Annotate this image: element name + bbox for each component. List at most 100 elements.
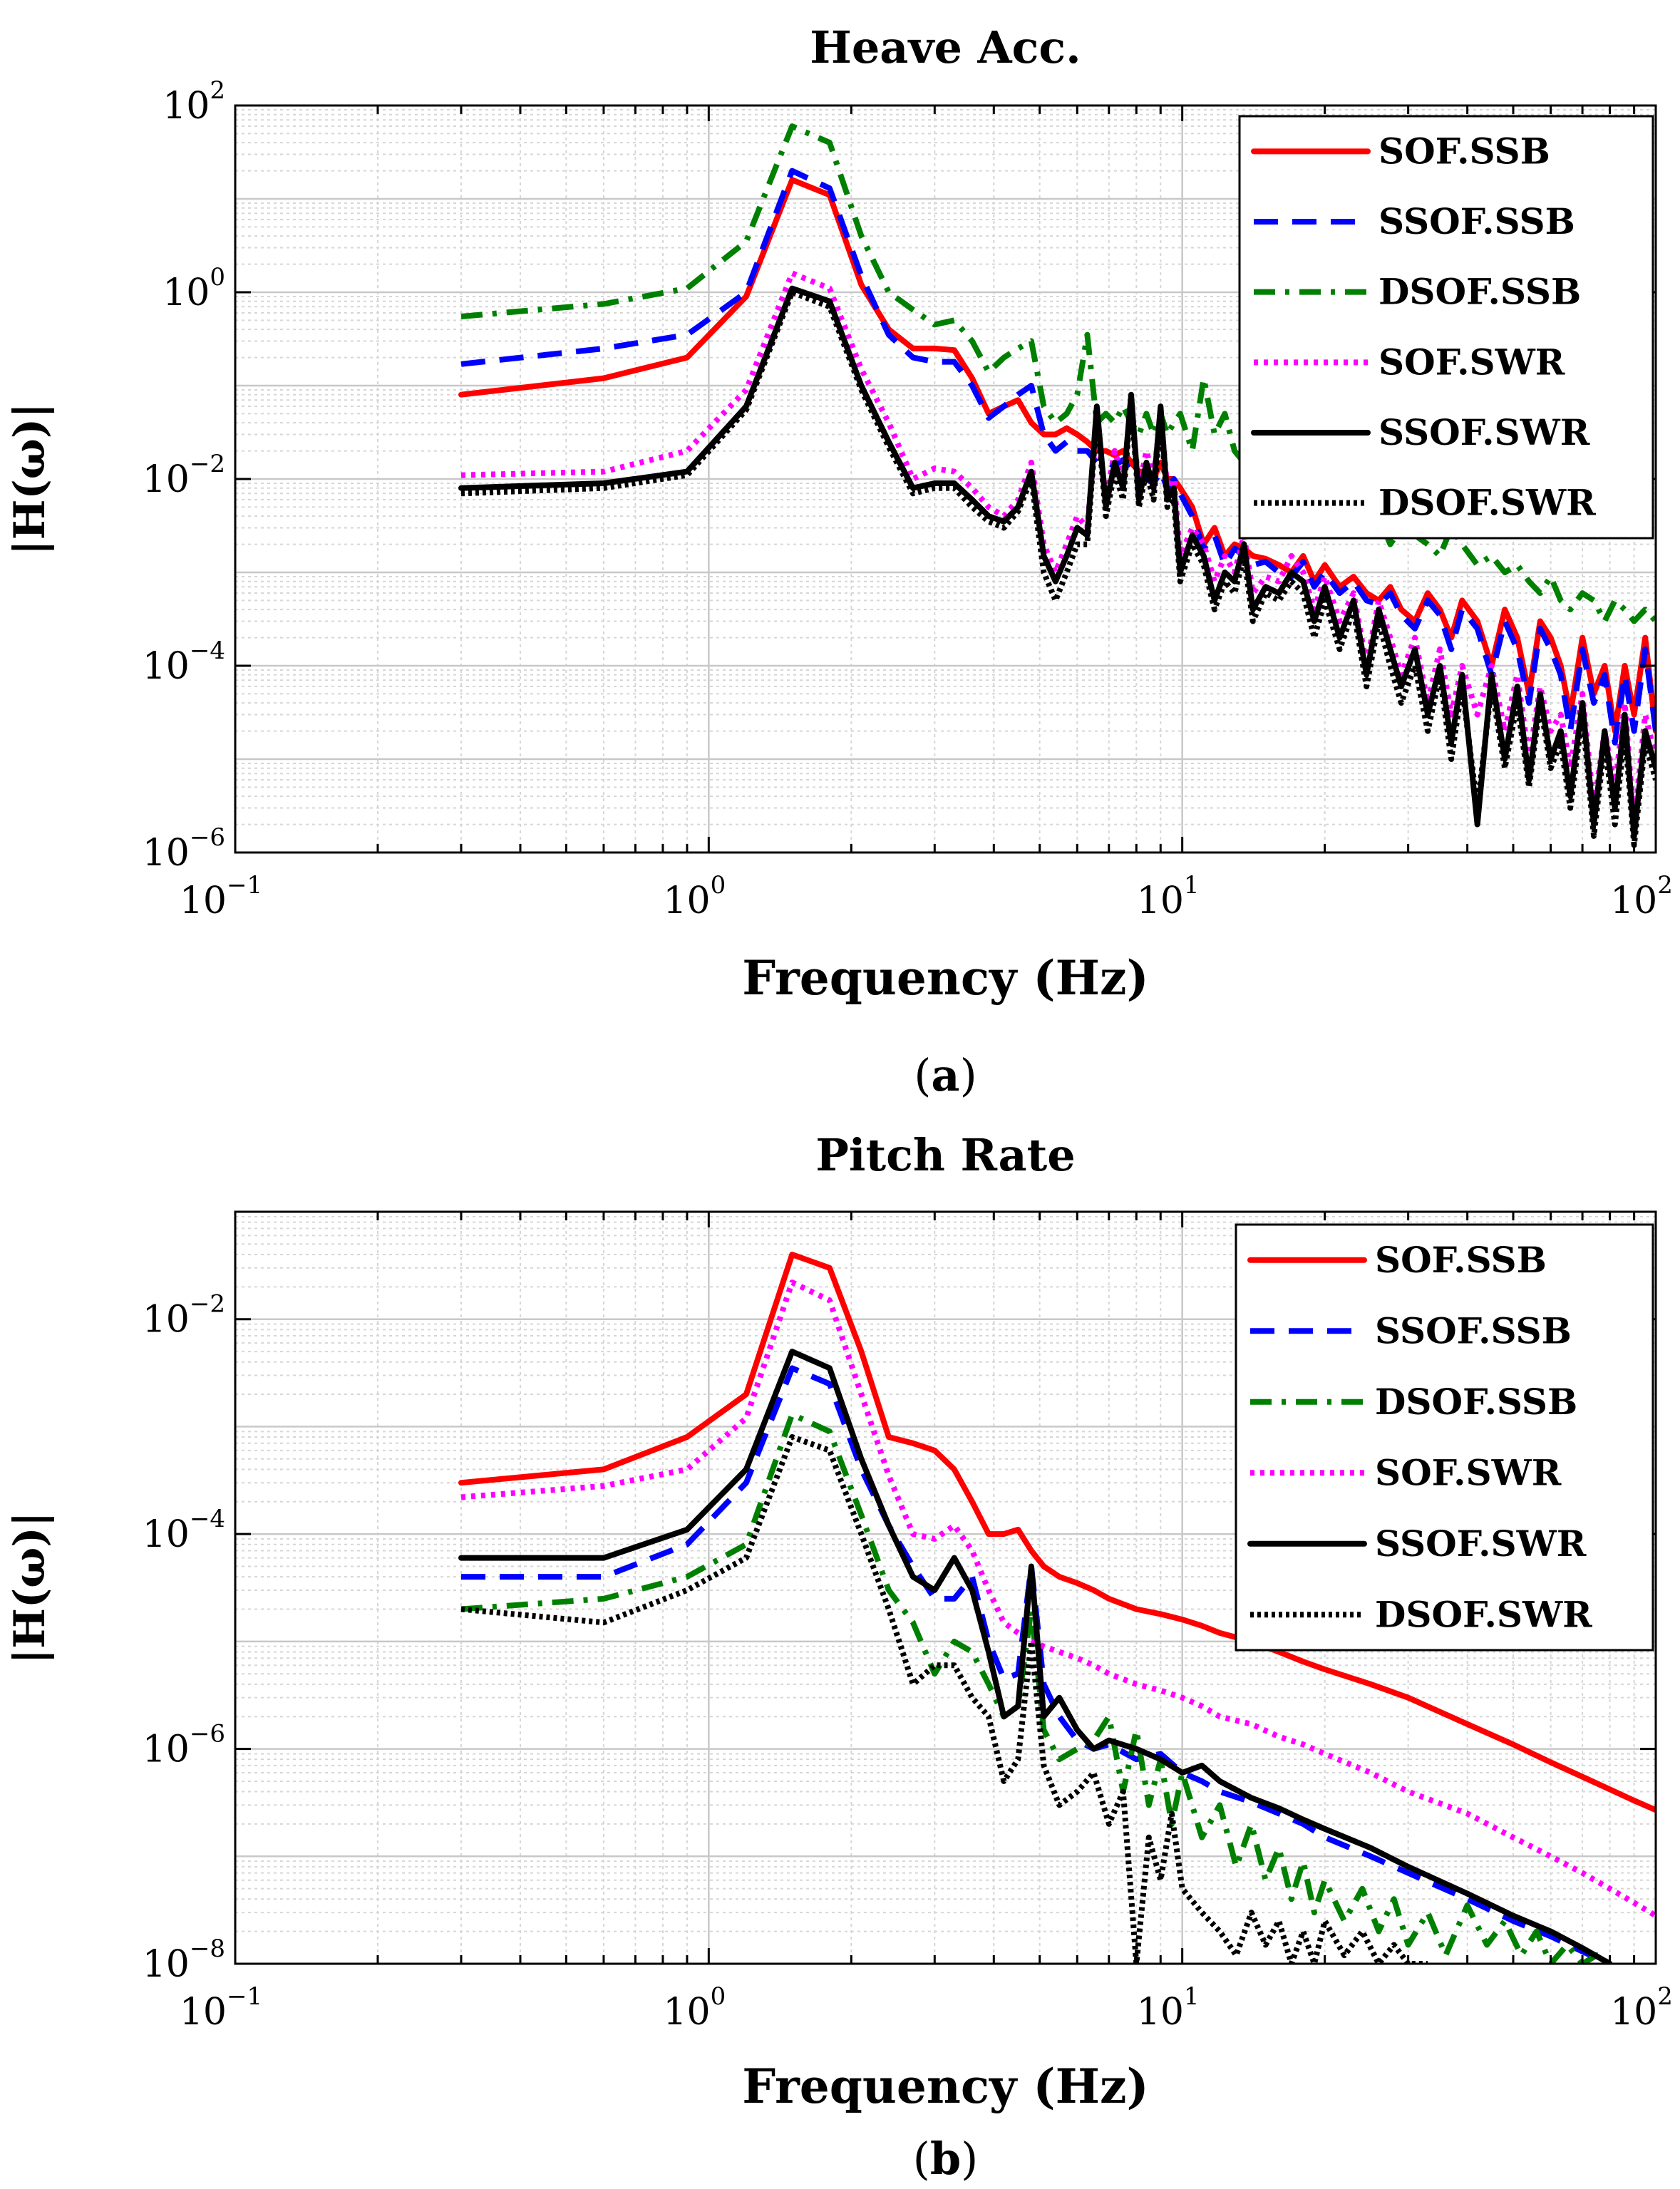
x-tick-label: 102	[1610, 871, 1673, 922]
legend-item: SSOF.SSB	[1250, 1309, 1572, 1351]
y-tick-exponent: −4	[190, 637, 225, 665]
y-tick-mantissa: 10	[143, 832, 190, 875]
chart-title: Pitch Rate	[815, 1129, 1075, 1181]
y-tick-label: 102	[163, 76, 225, 128]
y-tick-exponent: −6	[190, 823, 225, 852]
legend: SOF.SSB SSOF.SSB DSOF.SSB SOF.SWR SSOF.SWR DS…	[1238, 115, 1654, 540]
panel-caption: (a)	[914, 1049, 977, 1101]
y-axis-label: |H(ω)|	[5, 403, 55, 555]
series-line-dsof-swr	[460, 289, 1656, 848]
legend-item: SSOF.SWR	[1251, 411, 1590, 453]
x-tick-exponent: 1	[1184, 871, 1200, 900]
legend-item: SOF.SWR	[1254, 341, 1565, 383]
legend-label: SSOF.SWR	[1378, 411, 1590, 453]
series-line-ssof-swr	[458, 285, 1656, 839]
x-tick-mantissa: 10	[1610, 1991, 1657, 2034]
legend-item: SOF.SWR	[1250, 1451, 1562, 1493]
y-tick-label: 10−2	[143, 450, 225, 501]
y-tick-exponent: 2	[210, 76, 225, 105]
y-tick-exponent: −8	[190, 1935, 225, 1963]
x-tick-label: 101	[1137, 1982, 1200, 2034]
x-tick-label: 100	[663, 871, 726, 922]
x-tick-exponent: 2	[1657, 871, 1673, 900]
legend-item: SOF.SSB	[1251, 130, 1550, 172]
legend-label: SOF.SSB	[1378, 130, 1550, 172]
legend-box	[1238, 115, 1654, 540]
caption-close-paren: )	[960, 1049, 977, 1101]
legend-item: DSOF.SWR	[1250, 1593, 1592, 1635]
series-line-ssof-swr	[458, 1349, 1613, 1964]
y-tick-mantissa: 10	[163, 85, 210, 128]
y-tick-label: 10−6	[143, 823, 225, 875]
series-lines	[458, 1252, 1656, 1964]
legend-item: DSOF.SSB	[1250, 1381, 1577, 1423]
chart-title: Heave Acc.	[810, 21, 1081, 73]
y-tick-mantissa: 10	[143, 1943, 190, 1986]
y-tick-mantissa: 10	[143, 1299, 190, 1341]
legend-label: SSOF.SSB	[1375, 1309, 1572, 1351]
x-tick-exponent: −1	[227, 871, 262, 900]
legend-label: DSOF.SWR	[1375, 1593, 1592, 1635]
x-tick-exponent: 1	[1184, 1982, 1200, 2011]
legend-item: SOF.SSB	[1247, 1239, 1547, 1281]
legend-item: SSOF.SWR	[1247, 1523, 1587, 1565]
caption-open-paren: (	[913, 2133, 930, 2185]
x-tick-mantissa: 10	[663, 1991, 710, 2034]
series-line-ssof-ssb	[460, 168, 1656, 746]
y-tick-label: 10−8	[143, 1935, 225, 1986]
legend-label: SOF.SSB	[1375, 1239, 1547, 1281]
y-tick-exponent: −6	[190, 1720, 225, 1748]
x-tick-mantissa: 10	[1137, 1991, 1184, 2034]
x-tick-mantissa: 10	[663, 880, 710, 922]
y-tick-label: 10−4	[143, 637, 225, 688]
series-line-sof-ssb	[458, 1252, 1656, 1813]
legend-label: SOF.SWR	[1378, 341, 1565, 383]
y-tick-mantissa: 10	[143, 645, 190, 688]
y-tick-exponent: −4	[190, 1505, 225, 1533]
legend-label: DSOF.SWR	[1378, 482, 1596, 524]
x-tick-mantissa: 10	[180, 880, 227, 922]
y-tick-label: 10−2	[143, 1290, 225, 1341]
legend-item: DSOF.SWR	[1254, 482, 1596, 524]
x-tick-exponent: 0	[711, 871, 726, 900]
legend: SOF.SSB SSOF.SSB DSOF.SSB SOF.SWR SSOF.SWR DS…	[1235, 1223, 1654, 1652]
legend-item: SSOF.SSB	[1254, 200, 1575, 242]
y-tick-label: 10−6	[143, 1720, 225, 1771]
caption-close-paren: )	[961, 2133, 978, 2185]
x-tick-exponent: −1	[227, 1982, 262, 2011]
y-tick-exponent: 0	[210, 263, 225, 292]
legend-label: SSOF.SSB	[1378, 200, 1575, 242]
series-line-dsof-ssb	[460, 123, 1656, 624]
x-tick-label: 102	[1610, 1982, 1673, 2034]
caption-letter: b	[930, 2133, 961, 2185]
series-line-dsof-swr	[460, 1434, 1428, 1964]
caption-open-paren: (	[914, 1049, 931, 1101]
panel-caption: (b)	[913, 2133, 979, 2185]
legend-item: DSOF.SSB	[1254, 271, 1581, 313]
legend-label: SOF.SWR	[1375, 1451, 1562, 1493]
x-tick-mantissa: 10	[1610, 880, 1657, 922]
x-tick-label: 10−1	[180, 871, 262, 922]
x-axis-label: Frequency (Hz)	[742, 950, 1148, 1006]
series-line-ssof-ssb	[461, 1365, 1612, 1964]
y-tick-exponent: −2	[190, 450, 225, 478]
legend-label: SSOF.SWR	[1375, 1523, 1587, 1565]
y-tick-mantissa: 10	[143, 1513, 190, 1556]
y-tick-mantissa: 10	[163, 272, 210, 314]
x-tick-exponent: 2	[1657, 1982, 1673, 2011]
ticks	[234, 1212, 1656, 1965]
x-tick-mantissa: 10	[180, 1991, 227, 2034]
series-lines	[458, 123, 1656, 848]
y-tick-label: 10−4	[143, 1505, 225, 1556]
series-line-sof-swr	[460, 270, 1656, 828]
y-tick-label: 100	[163, 263, 225, 314]
x-tick-label: 10−1	[180, 1982, 262, 2034]
legend-label: DSOF.SSB	[1375, 1381, 1577, 1423]
y-tick-mantissa: 10	[143, 458, 190, 501]
x-tick-exponent: 0	[711, 1982, 726, 2011]
y-tick-exponent: −2	[190, 1290, 225, 1319]
y-axis-label: |H(ω)|	[5, 1511, 55, 1664]
